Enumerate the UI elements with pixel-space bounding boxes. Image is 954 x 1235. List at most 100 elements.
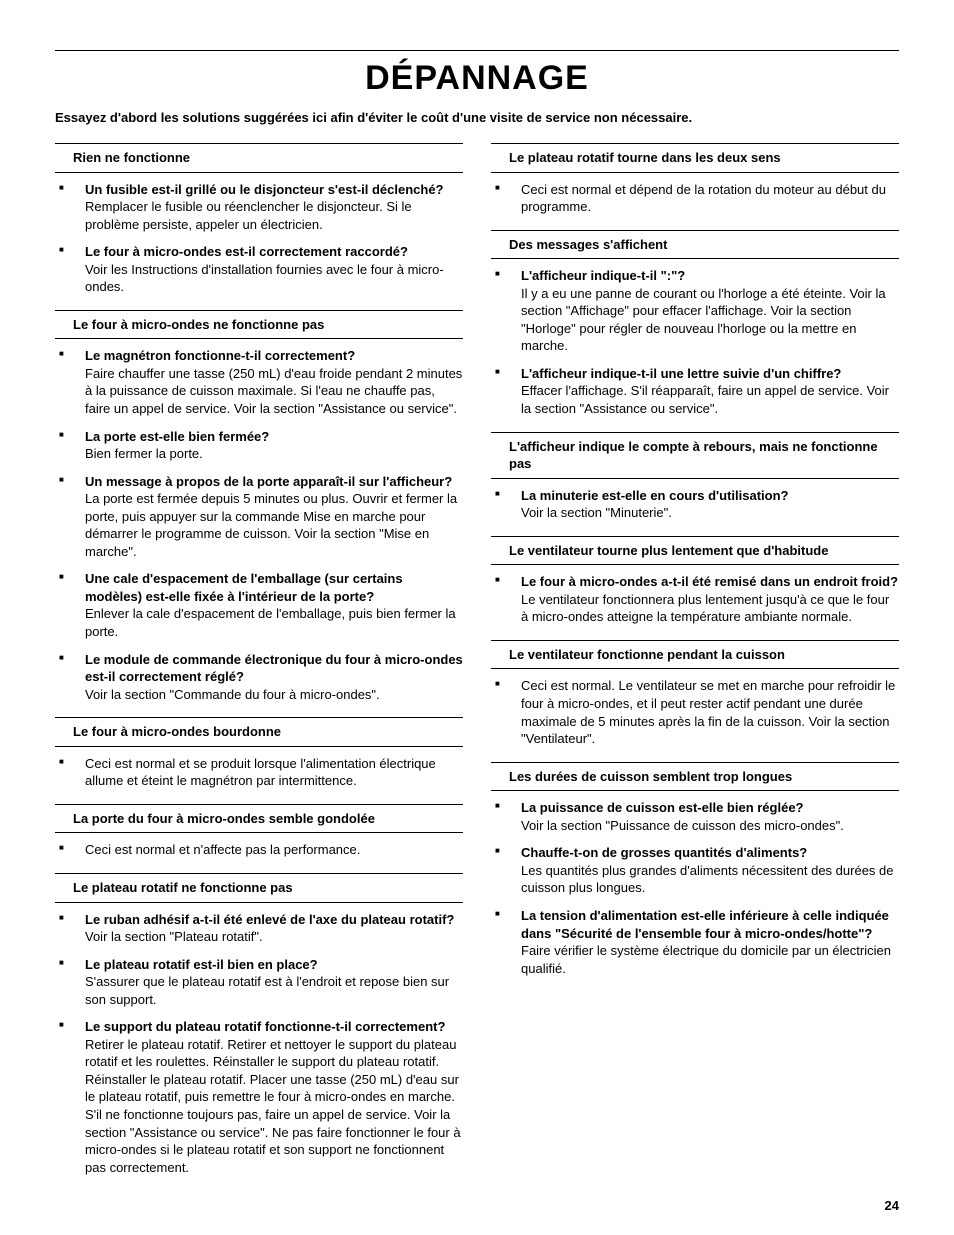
section-heading: Le four à micro-ondes ne fonctionne pas [55,310,463,340]
item-answer: Ceci est normal et dépend de la rotation… [521,182,886,215]
item-answer: La porte est fermée depuis 5 minutes ou … [85,491,457,559]
right-section: Des messages s'affichent L'afficheur indi… [491,230,899,418]
list-item: Un message à propos de la porte apparaît… [55,473,463,561]
list-item: La puissance de cuisson est-elle bien ré… [491,799,899,834]
item-list: Ceci est normal et dépend de la rotation… [491,181,899,216]
item-list: Ceci est normal et n'affecte pas la perf… [55,841,463,859]
item-answer: Voir la section "Commande du four à micr… [85,687,380,702]
content-columns: Rien ne fonctionne Un fusible est-il gril… [55,143,899,1190]
item-answer: Les quantités plus grandes d'aliments né… [521,863,894,896]
list-item: Le ruban adhésif a-t-il été enlevé de l'… [55,911,463,946]
list-item: L'afficheur indique-t-il ":"? Il y a eu u… [491,267,899,355]
item-answer: Enlever la cale d'espacement de l'emball… [85,606,456,639]
item-question: Le plateau rotatif est-il bien en place? [85,957,318,972]
right-section: Les durées de cuisson semblent trop long… [491,762,899,977]
left-section: Le four à micro-ondes bourdonne Ceci est … [55,717,463,790]
list-item: Ceci est normal et dépend de la rotation… [491,181,899,216]
intro-text: Essayez d'abord les solutions suggérées … [55,110,899,125]
item-answer: Faire vérifier le système électrique du … [521,943,891,976]
item-answer: Voir les Instructions d'installation fou… [85,262,444,295]
list-item: Une cale d'espacement de l'emballage (su… [55,570,463,640]
item-list: La minuterie est-elle en cours d'utilisa… [491,487,899,522]
left-column: Rien ne fonctionne Un fusible est-il gril… [55,143,463,1190]
item-question: L'afficheur indique-t-il une lettre suiv… [521,366,841,381]
item-answer: Voir la section "Minuterie". [521,505,672,520]
list-item: Le plateau rotatif est-il bien en place?… [55,956,463,1009]
item-list: Un fusible est-il grillé ou le disjoncte… [55,181,463,296]
item-answer: Retirer le plateau rotatif. Retirer et n… [85,1037,461,1175]
item-question: Le ruban adhésif a-t-il été enlevé de l'… [85,912,454,927]
item-list: Ceci est normal. Le ventilateur se met e… [491,677,899,747]
list-item: Le module de commande électronique du fo… [55,651,463,704]
item-question: La minuterie est-elle en cours d'utilisa… [521,488,788,503]
item-list: La puissance de cuisson est-elle bien ré… [491,799,899,977]
item-question: Chauffe-t-on de grosses quantités d'alim… [521,845,807,860]
page: DÉPANNAGE Essayez d'abord les solutions … [0,0,954,1235]
item-list: Le four à micro-ondes a-t-il été remisé … [491,573,899,626]
item-list: Ceci est normal et se produit lorsque l'… [55,755,463,790]
item-answer: Voir la section "Plateau rotatif". [85,929,263,944]
item-answer: Remplacer le fusible ou réenclencher le … [85,199,412,232]
section-heading: Des messages s'affichent [491,230,899,260]
item-answer: Faire chauffer une tasse (250 mL) d'eau … [85,366,462,416]
item-question: La puissance de cuisson est-elle bien ré… [521,800,804,815]
right-section: Le ventilateur tourne plus lentement que… [491,536,899,626]
right-section: Le ventilateur fonctionne pendant la cui… [491,640,899,748]
section-heading: Le ventilateur fonctionne pendant la cui… [491,640,899,670]
section-heading: Le plateau rotatif tourne dans les deux … [491,143,899,173]
list-item: Le four à micro-ondes est-il correctemen… [55,243,463,296]
item-question: Le magnétron fonctionne-t-il correctemen… [85,348,355,363]
item-question: Le support du plateau rotatif fonctionne… [85,1019,445,1034]
item-list: Le ruban adhésif a-t-il été enlevé de l'… [55,911,463,1177]
item-answer: Il y a eu une panne de courant ou l'horl… [521,286,886,354]
list-item: Ceci est normal. Le ventilateur se met e… [491,677,899,747]
page-number: 24 [885,1198,899,1213]
section-heading: Le plateau rotatif ne fonctionne pas [55,873,463,903]
left-section: Rien ne fonctionne Un fusible est-il gril… [55,143,463,296]
left-section: La porte du four à micro-ondes semble go… [55,804,463,859]
item-question: L'afficheur indique-t-il ":"? [521,268,685,283]
right-section: Le plateau rotatif tourne dans les deux … [491,143,899,216]
item-answer: Ceci est normal et n'affecte pas la perf… [85,842,360,857]
list-item: L'afficheur indique-t-il une lettre suiv… [491,365,899,418]
item-question: Une cale d'espacement de l'emballage (su… [85,571,403,604]
item-answer: Ceci est normal. Le ventilateur se met e… [521,678,895,746]
list-item: La tension d'alimentation est-elle infér… [491,907,899,977]
item-answer: S'assurer que le plateau rotatif est à l… [85,974,449,1007]
item-answer: Bien fermer la porte. [85,446,203,461]
item-question: Le four à micro-ondes a-t-il été remisé … [521,574,898,589]
item-answer: Le ventilateur fonctionnera plus lenteme… [521,592,889,625]
list-item: Un fusible est-il grillé ou le disjoncte… [55,181,463,234]
item-answer: Effacer l'affichage. S'il réapparaît, fa… [521,383,889,416]
list-item: Ceci est normal et se produit lorsque l'… [55,755,463,790]
right-section: L'afficheur indique le compte à rebours,… [491,432,899,522]
right-column: Le plateau rotatif tourne dans les deux … [491,143,899,1190]
item-answer: Voir la section "Puissance de cuisson de… [521,818,844,833]
item-question: Un message à propos de la porte apparaît… [85,474,452,489]
item-answer: Ceci est normal et se produit lorsque l'… [85,756,436,789]
section-heading: Le four à micro-ondes bourdonne [55,717,463,747]
section-heading: L'afficheur indique le compte à rebours,… [491,432,899,479]
list-item: Le support du plateau rotatif fonctionne… [55,1018,463,1176]
top-rule [55,50,899,51]
section-heading: Le ventilateur tourne plus lentement que… [491,536,899,566]
section-heading: La porte du four à micro-ondes semble go… [55,804,463,834]
section-heading: Rien ne fonctionne [55,143,463,173]
list-item: Chauffe-t-on de grosses quantités d'alim… [491,844,899,897]
list-item: Le magnétron fonctionne-t-il correctemen… [55,347,463,417]
list-item: Ceci est normal et n'affecte pas la perf… [55,841,463,859]
item-question: Le four à micro-ondes est-il correctemen… [85,244,408,259]
item-list: L'afficheur indique-t-il ":"? Il y a eu u… [491,267,899,417]
item-list: Le magnétron fonctionne-t-il correctemen… [55,347,463,703]
item-question: Le module de commande électronique du fo… [85,652,463,685]
list-item: La minuterie est-elle en cours d'utilisa… [491,487,899,522]
list-item: Le four à micro-ondes a-t-il été remisé … [491,573,899,626]
list-item: La porte est-elle bien fermée? Bien ferme… [55,428,463,463]
item-question: La tension d'alimentation est-elle infér… [521,908,889,941]
section-heading: Les durées de cuisson semblent trop long… [491,762,899,792]
page-title: DÉPANNAGE [55,59,899,98]
left-section: Le four à micro-ondes ne fonctionne pas L… [55,310,463,703]
item-question: Un fusible est-il grillé ou le disjoncte… [85,182,444,197]
item-question: La porte est-elle bien fermée? [85,429,269,444]
left-section: Le plateau rotatif ne fonctionne pas Le r… [55,873,463,1176]
